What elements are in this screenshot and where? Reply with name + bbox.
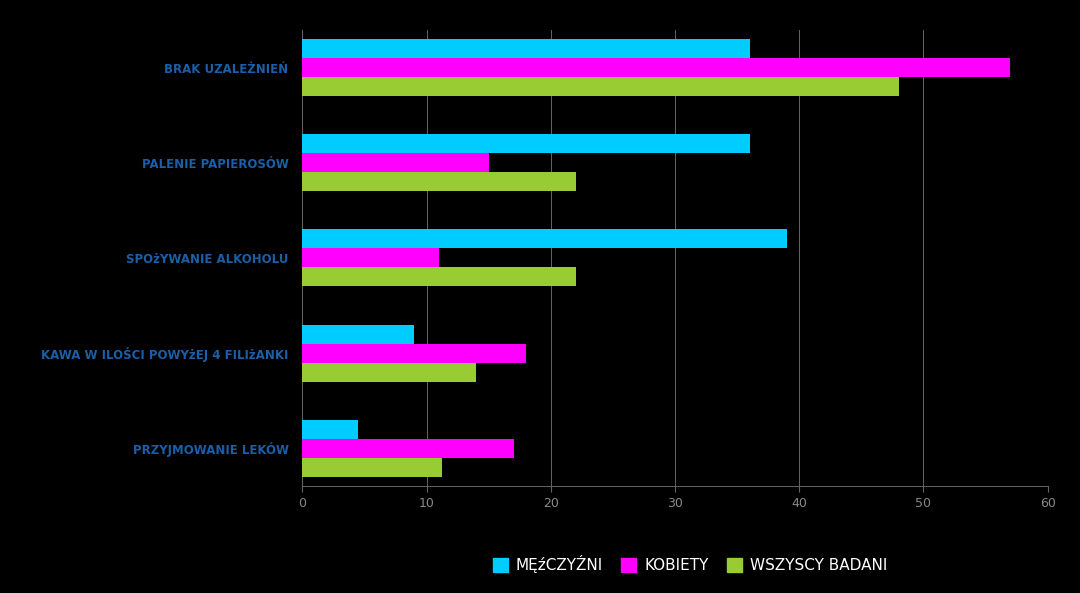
Bar xyxy=(302,39,750,58)
Bar xyxy=(302,343,526,362)
Legend: MĘźCZYŹNI, KOBIETY, WSZYSCY BADANI: MĘźCZYŹNI, KOBIETY, WSZYSCY BADANI xyxy=(487,549,893,579)
Bar xyxy=(302,154,488,173)
Bar xyxy=(302,58,1011,77)
Bar xyxy=(302,362,476,382)
Bar xyxy=(302,420,359,439)
Bar xyxy=(302,134,750,154)
Bar xyxy=(302,458,442,477)
Bar xyxy=(302,77,899,96)
Bar xyxy=(302,173,576,192)
Bar xyxy=(302,248,438,267)
Bar xyxy=(302,229,786,248)
Bar xyxy=(302,439,514,458)
Bar xyxy=(302,324,415,343)
Bar xyxy=(302,267,576,286)
